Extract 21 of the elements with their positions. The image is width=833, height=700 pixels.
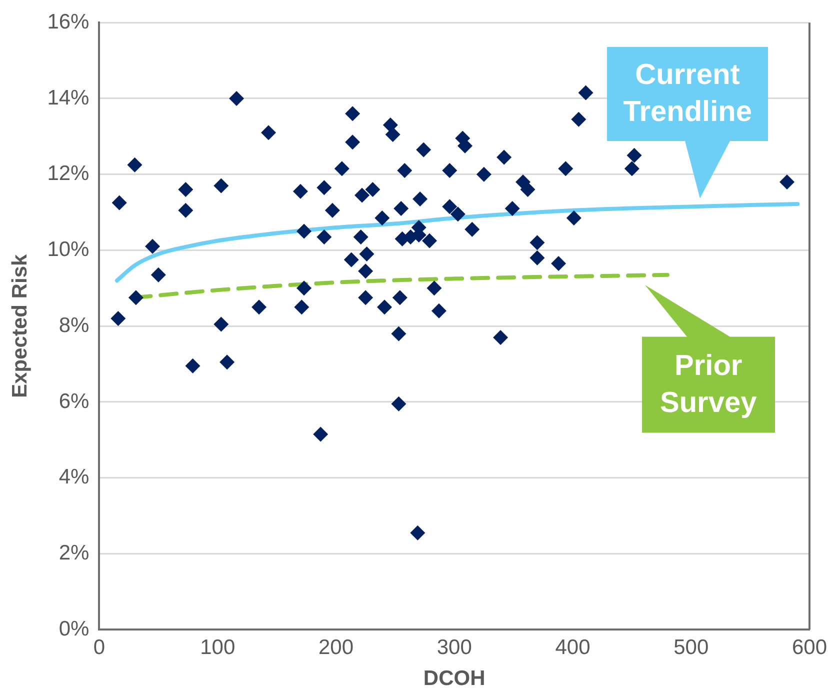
x-tick-label: 400 (555, 636, 590, 659)
y-tick-label: 16% (47, 10, 90, 34)
y-tick-label: 12% (47, 162, 90, 186)
callout: Current Trendline (607, 46, 768, 198)
y-tick-label: 0% (58, 617, 90, 640)
x-axis-title: DCOH (423, 667, 486, 690)
callout: Prior Survey (642, 285, 775, 434)
x-tick-label: 500 (674, 636, 709, 659)
y-tick-label: 14% (47, 86, 90, 110)
y-axis-title: Expected Risk (8, 254, 32, 398)
x-tick-label: 100 (200, 636, 236, 659)
y-tick-label: 6% (58, 390, 90, 413)
y-tick-label: 8% (58, 314, 90, 337)
x-tick-label: 600 (792, 636, 828, 659)
y-tick-label: 10% (47, 238, 90, 262)
y-tick-label: 2% (58, 542, 90, 565)
line-series (114, 202, 800, 283)
x-tick-label: 0 (93, 636, 106, 659)
x-tick-label: 200 (318, 636, 354, 659)
y-tick-label: 4% (58, 466, 90, 489)
x-tick-label: 300 (436, 636, 472, 659)
